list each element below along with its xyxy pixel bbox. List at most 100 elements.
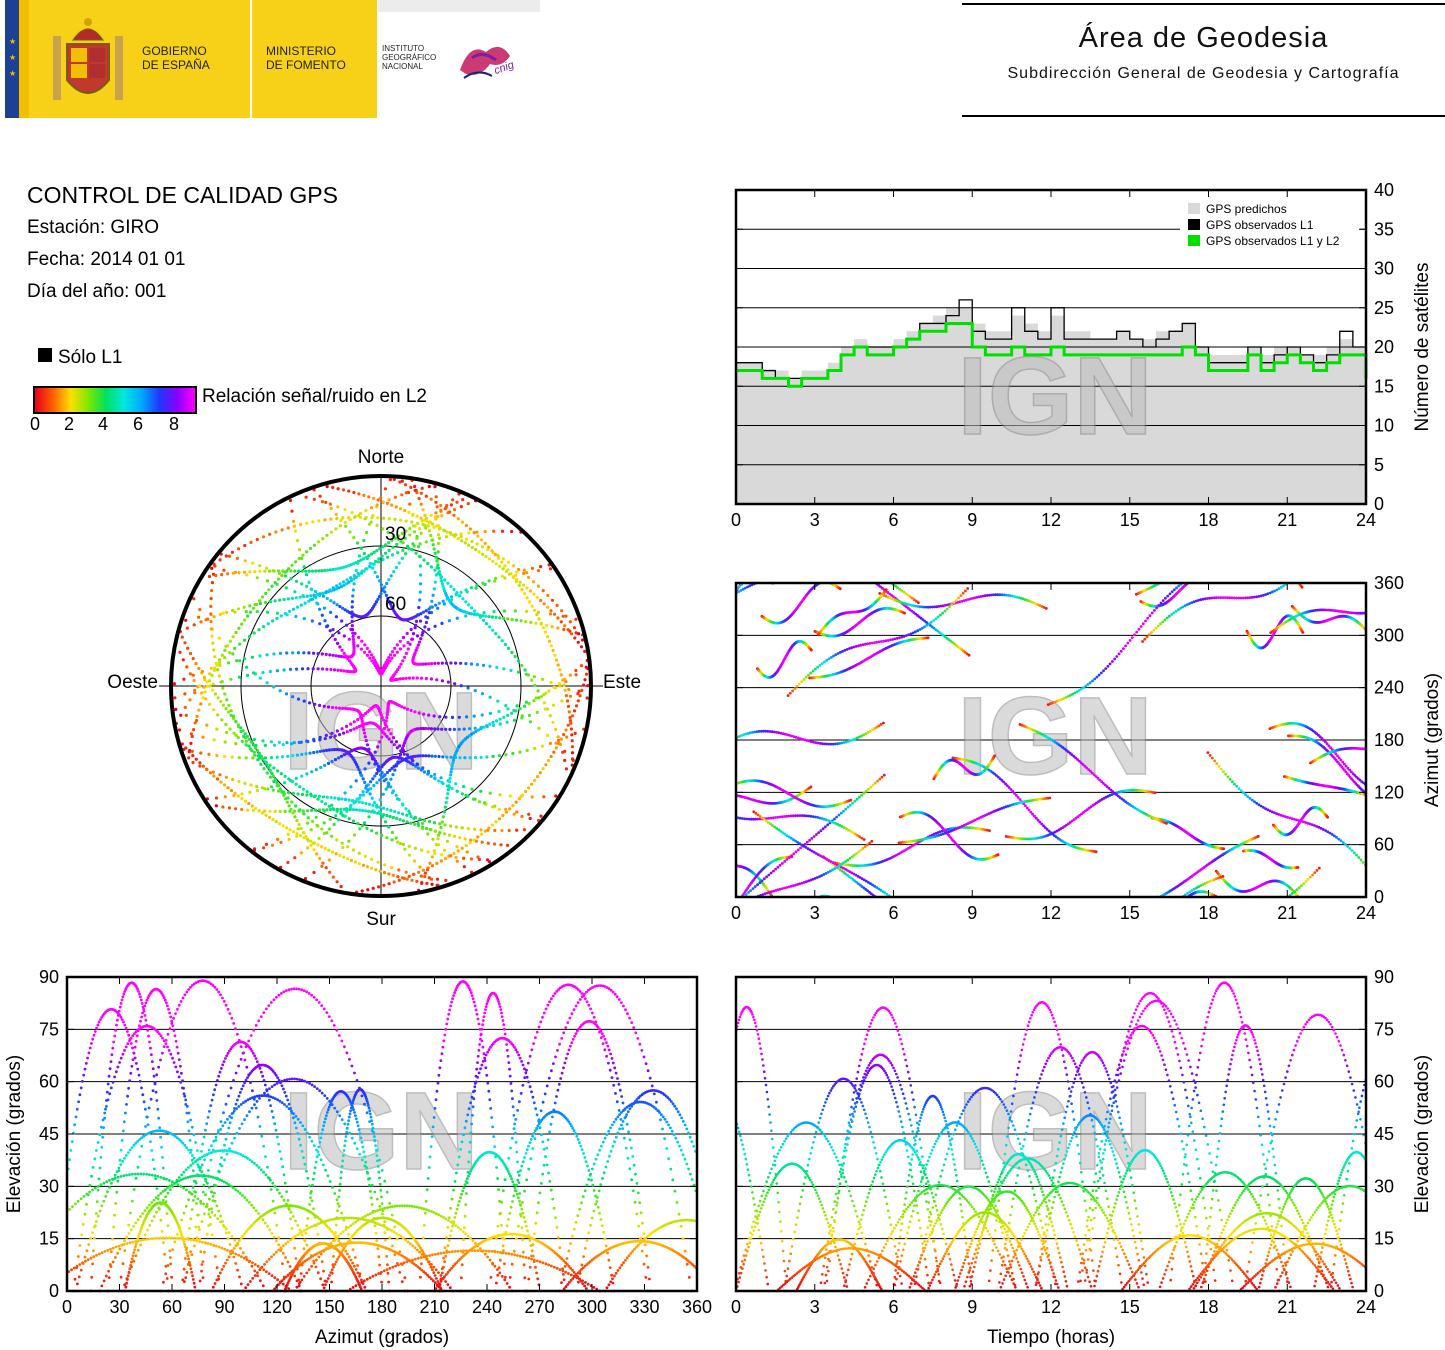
track-point	[294, 579, 299, 583]
track-point	[429, 727, 433, 731]
track-point	[299, 523, 303, 527]
track-point	[326, 761, 331, 766]
track-point	[325, 667, 329, 671]
track-point	[917, 601, 920, 605]
track-point	[350, 615, 354, 619]
track-point	[315, 592, 319, 597]
track-point	[579, 645, 584, 649]
track-point	[401, 744, 406, 748]
track-point	[504, 753, 508, 757]
track-point	[418, 527, 422, 531]
track-point	[498, 793, 502, 797]
track-point	[390, 656, 394, 660]
track-point	[475, 542, 479, 546]
track-point	[406, 544, 410, 548]
track-point	[436, 524, 440, 528]
track-point	[878, 777, 882, 781]
track-point	[391, 534, 395, 538]
track-point	[367, 495, 371, 499]
track-point	[398, 480, 402, 484]
track-point	[218, 558, 222, 562]
track-point	[343, 706, 348, 711]
track-point	[454, 782, 458, 786]
track-point	[1341, 841, 1345, 844]
track-point	[323, 802, 328, 806]
track-point	[226, 786, 230, 790]
track-point	[811, 669, 815, 673]
track-point	[809, 785, 813, 789]
track-point	[334, 527, 338, 531]
track-point	[386, 555, 390, 559]
track-point	[205, 767, 209, 772]
track-point	[546, 593, 550, 598]
track-point	[412, 859, 417, 863]
track-point	[448, 727, 452, 732]
track-point	[397, 811, 401, 815]
track-point	[790, 854, 793, 858]
track-point	[460, 539, 464, 543]
track-point	[300, 569, 304, 573]
track-point	[250, 655, 254, 659]
track-point	[1210, 756, 1214, 760]
track-point	[380, 735, 384, 739]
track-point	[510, 529, 514, 534]
track-point	[443, 823, 447, 827]
track-point	[231, 608, 235, 613]
track-point	[360, 889, 364, 893]
track-point	[360, 824, 364, 828]
track-point	[399, 749, 404, 754]
track-point	[421, 868, 425, 872]
track-point	[234, 742, 238, 746]
cnig-logo-icon	[460, 46, 510, 79]
track-point	[264, 760, 268, 764]
track-point	[347, 489, 351, 493]
track-point	[860, 793, 863, 797]
track-point	[485, 858, 490, 862]
track-point	[460, 520, 464, 524]
track-point	[528, 589, 533, 593]
track-point	[400, 802, 405, 806]
track-point	[556, 735, 560, 739]
track-point	[199, 620, 203, 624]
track-point	[251, 808, 256, 813]
track-point	[408, 526, 412, 531]
track-point	[243, 559, 247, 563]
track-point	[284, 586, 288, 590]
track-point	[772, 869, 775, 873]
track-point	[195, 718, 199, 723]
track-point	[404, 807, 408, 811]
track-point	[365, 653, 369, 657]
track-point	[278, 689, 282, 693]
track-point	[493, 828, 497, 833]
track-point	[185, 665, 189, 669]
track-point	[467, 611, 471, 615]
track-point	[480, 692, 485, 696]
track-point	[203, 690, 207, 694]
track-point	[352, 720, 356, 724]
track-point	[365, 743, 370, 747]
track-point	[419, 874, 423, 878]
track-point	[453, 755, 457, 760]
track-point	[378, 869, 382, 873]
track-point	[556, 616, 560, 620]
track-point	[435, 861, 439, 866]
track-point	[1311, 873, 1314, 877]
track-point	[340, 648, 344, 652]
track-point	[368, 565, 372, 569]
track-point	[568, 673, 572, 677]
track-point	[347, 839, 351, 843]
track-point	[239, 729, 243, 734]
station-label: Estación: GIRO	[27, 217, 159, 238]
track-point	[424, 540, 428, 544]
track-point	[179, 713, 183, 717]
track-point	[484, 554, 488, 559]
track-point	[391, 545, 395, 550]
doy-label: Día del año: 001	[27, 281, 167, 302]
track-point	[436, 558, 440, 562]
track-point	[192, 728, 196, 732]
track-point	[263, 809, 267, 813]
track-point	[344, 654, 348, 658]
track-point	[393, 495, 397, 499]
track-point	[853, 799, 857, 803]
track-point	[321, 537, 325, 541]
